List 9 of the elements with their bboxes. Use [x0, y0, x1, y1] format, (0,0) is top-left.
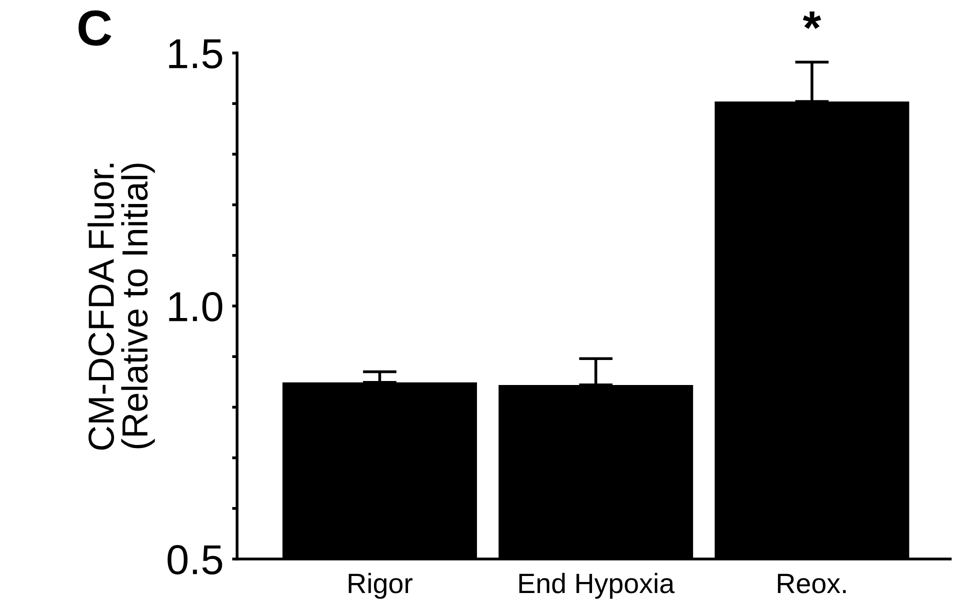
- y-tick-label: 1.0: [169, 292, 222, 322]
- annotation: *: [802, 11, 822, 30]
- x-tick-label: Reox.: [778, 574, 846, 594]
- text: C: [78, 10, 112, 46]
- x-tick-label: End Hypoxia: [519, 572, 675, 599]
- x-tick-label: Rigor: [348, 572, 412, 599]
- y-tick-label: 0.5: [168, 545, 222, 575]
- y-axis-title: CM-DCFDA Fluor. (Relative to Initial): [88, 164, 155, 450]
- y-tick-label: 1.5: [169, 39, 222, 68]
